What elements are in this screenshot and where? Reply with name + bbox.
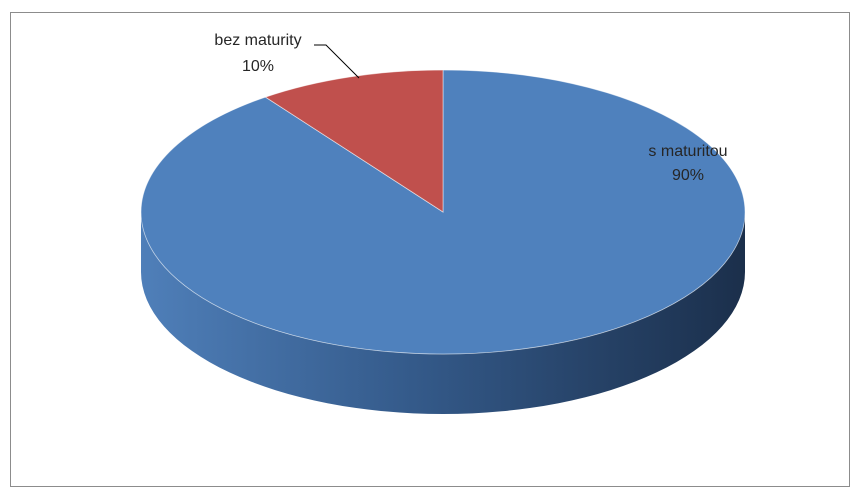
data-label-bez-maturity-percent: 10%: [242, 58, 274, 75]
data-label-s-maturitou-percent: 90%: [672, 167, 704, 184]
data-label-s-maturitou: s maturitou: [648, 143, 727, 160]
leader-line-bez-maturity: [314, 45, 359, 78]
data-label-bez-maturity: bez maturity: [214, 32, 301, 49]
